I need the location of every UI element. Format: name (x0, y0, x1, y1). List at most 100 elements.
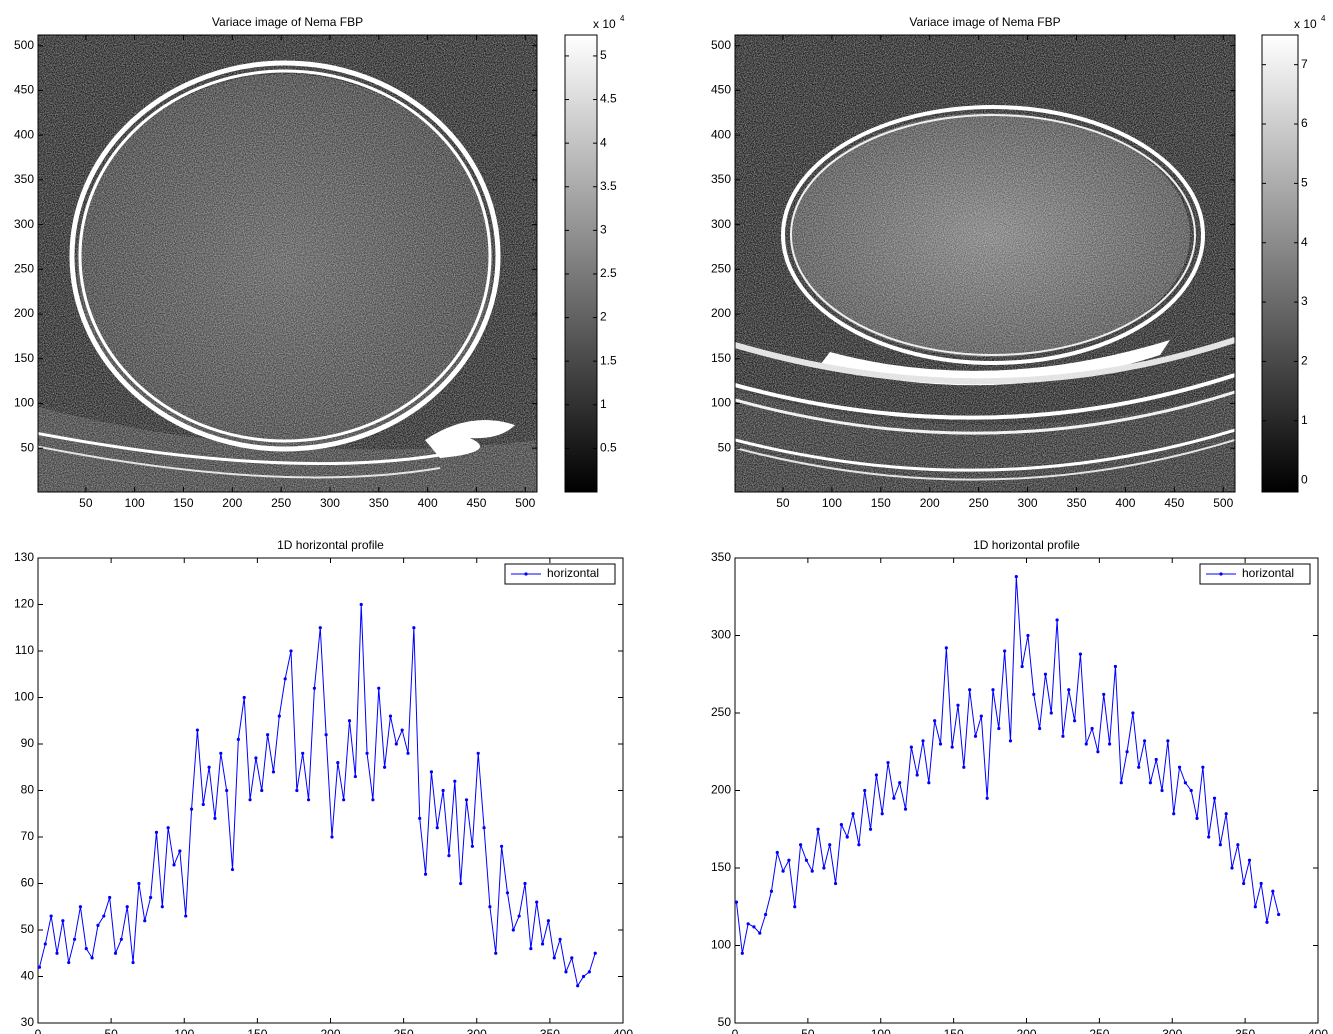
profile-point (793, 905, 797, 909)
profile-point (1277, 912, 1281, 917)
profile-point (383, 765, 387, 769)
profile-point (956, 703, 960, 707)
profile-point (1236, 843, 1240, 847)
x-tick-label: 300 (1162, 1027, 1182, 1034)
profile-point (423, 872, 428, 876)
profile-point (798, 843, 803, 847)
profile-point (336, 761, 340, 765)
x-tick-label: 100 (174, 1027, 194, 1034)
x-tick-label: 200 (222, 496, 242, 510)
profile-point (301, 751, 305, 755)
profile-point (868, 827, 873, 831)
profile-point (1224, 812, 1228, 816)
profile-point (441, 788, 445, 793)
profile-point (822, 866, 826, 870)
profile-point (248, 798, 252, 802)
y-tick-label: 50 (718, 440, 732, 454)
x-tick-label: 450 (1164, 496, 1184, 510)
colorbar-tick-label: 0.5 (600, 441, 617, 455)
profile-point (37, 965, 42, 969)
y-tick-label: 350 (711, 550, 731, 564)
profile-point (359, 602, 363, 607)
profile-point (950, 745, 954, 749)
profile-point (453, 779, 457, 783)
x-tick-label: 150 (871, 496, 891, 510)
profile-point (1026, 633, 1030, 638)
colorbar-tick-label: 3 (1301, 294, 1308, 308)
legend-label: horizontal (1242, 566, 1294, 580)
profile-point (898, 781, 902, 785)
y-tick-label: 40 (21, 969, 35, 983)
profile-point (909, 745, 913, 749)
axes-box (37, 34, 538, 493)
chart-title: 1D horizontal profile (973, 538, 1080, 552)
colorbar-tick-label: 3.5 (600, 179, 617, 193)
profile-point (1107, 742, 1112, 746)
profile-point (1020, 664, 1024, 669)
profile-point (488, 905, 492, 909)
x-tick-label: 400 (1308, 1027, 1328, 1034)
profile-point (131, 960, 135, 965)
colorbar-tick-label: 2 (1301, 354, 1308, 368)
x-tick-label: 0 (732, 1027, 739, 1034)
profile-point (388, 714, 393, 718)
profile-point (804, 858, 809, 862)
profile-point (1008, 739, 1013, 743)
profile-point (172, 863, 176, 867)
profile-point (271, 770, 276, 774)
profile-point (377, 686, 381, 690)
profile-point (84, 947, 88, 951)
profile-point (985, 796, 989, 800)
profile-point (254, 756, 258, 760)
profile-point (277, 714, 281, 718)
legend-swatch-marker (524, 572, 528, 576)
profile-point (1247, 858, 1252, 862)
profile-point (927, 781, 931, 785)
y-tick-label: 100 (711, 396, 731, 410)
chart-title: Variace image of Nema FBP (212, 15, 363, 29)
profile-point (371, 798, 375, 802)
profile-point (178, 849, 182, 853)
axes-box (734, 557, 1319, 1024)
profile-point (863, 788, 867, 793)
y-tick-label: 250 (711, 705, 731, 719)
chart-title: 1D horizontal profile (277, 538, 384, 552)
profile-point (119, 937, 123, 941)
profile-point (219, 751, 223, 755)
profile-point (1032, 692, 1036, 697)
profile-point (1061, 734, 1065, 738)
profile-point (1183, 781, 1187, 785)
y-tick-label: 200 (711, 306, 731, 320)
profile-point (775, 850, 779, 855)
profile-point (406, 751, 410, 755)
colorbar-tick-label: 7 (1301, 57, 1308, 71)
profile-point (1113, 664, 1118, 669)
y-tick-label: 200 (711, 783, 731, 797)
x-tick-label: 300 (1018, 496, 1038, 510)
profile-point (400, 728, 404, 732)
profile-point (874, 773, 878, 777)
profile-point (1003, 649, 1007, 653)
y-tick-label: 500 (14, 38, 34, 52)
profile-point (96, 923, 100, 927)
profile-point (523, 881, 527, 886)
x-tick-label: 0 (35, 1027, 42, 1034)
profile-point (517, 914, 521, 918)
profile-point (1259, 881, 1263, 886)
profile-point (125, 905, 129, 909)
colorbar-tick-label: 5 (1301, 176, 1308, 190)
profile-point (154, 830, 159, 834)
profile-point (997, 726, 1001, 731)
profile-point (1271, 889, 1275, 893)
profile-point (810, 869, 814, 873)
x-tick-label: 50 (79, 496, 93, 510)
profile-point (189, 807, 194, 811)
profile-point (347, 719, 352, 723)
profile-point (1084, 742, 1088, 746)
plot-area (38, 558, 623, 1023)
colorbar-exponent-base: x 10 (593, 17, 616, 31)
profile-point (903, 807, 908, 811)
profile-point (500, 844, 504, 848)
profile-point (143, 919, 147, 923)
profile-point (962, 765, 966, 769)
